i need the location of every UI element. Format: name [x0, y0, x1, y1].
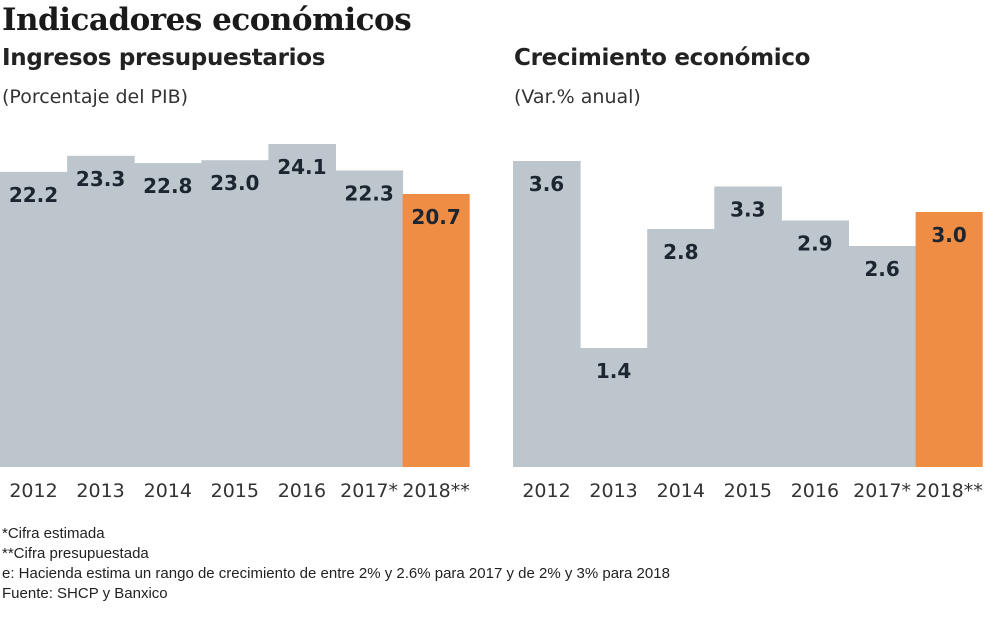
value-label: 1.4: [596, 359, 631, 383]
value-label: 23.0: [210, 171, 259, 195]
value-label: 23.3: [76, 167, 125, 191]
value-label: 20.7: [411, 205, 460, 229]
chart-subtitle-ingresos: (Porcentaje del PIB): [2, 86, 189, 108]
bar-2017: [335, 170, 404, 467]
footnotes: *Cifra estimada **Cifra presupuestada e:…: [2, 524, 670, 604]
x-tick-label: 2018**: [915, 480, 982, 502]
footnote-source: Fuente: SHCP y Banxico: [2, 585, 168, 602]
value-label: 2.6: [864, 257, 899, 281]
bar-2012: [0, 171, 68, 467]
x-tick-label: 2014: [657, 480, 705, 502]
bar-2014: [647, 229, 715, 467]
bar-2016: [268, 144, 336, 467]
footnote-estimated: *Cifra estimada: [2, 525, 105, 542]
bar-2013: [67, 155, 135, 468]
value-label: 22.2: [9, 183, 58, 207]
chart-title-crecimiento: Crecimiento económico: [514, 45, 811, 71]
value-label: 3.0: [931, 223, 966, 247]
x-tick-label: 2012: [522, 480, 570, 502]
x-tick-label: 2015: [724, 480, 772, 502]
bar-2017: [848, 246, 917, 467]
footnote-range: e: Hacienda estima un rango de crecimien…: [2, 565, 670, 582]
value-label: 2.8: [663, 240, 698, 264]
chart-title-ingresos: Ingresos presupuestarios: [2, 45, 326, 71]
ingresos-bar-chart: 22.2 2012 23.3 2013 22.8 2014 23.0 2015 24.1 2016…: [0, 144, 470, 502]
bar-2018: [915, 212, 983, 467]
value-label: 22.8: [143, 174, 192, 198]
bar-2013: [580, 348, 648, 467]
crecimiento-bar-chart: 3.6 2012 1.4 2013 2.8 2014 3.3 2015 2.9 2016 2.6 20…: [513, 161, 983, 502]
x-tick-label: 2017*: [853, 480, 911, 502]
x-tick-label: 2014: [144, 480, 192, 502]
value-label: 3.3: [730, 198, 765, 222]
value-label: 2.9: [797, 232, 832, 256]
x-tick-label: 2013: [76, 480, 124, 502]
footnote-budgeted: **Cifra presupuestada: [2, 545, 149, 562]
bar-2018: [402, 194, 470, 467]
bar-2015: [714, 186, 782, 467]
x-tick-label: 2012: [9, 480, 57, 502]
bar-2016: [781, 220, 849, 467]
bar-2012: [513, 161, 581, 467]
x-tick-label: 2015: [211, 480, 259, 502]
value-label: 3.6: [529, 172, 564, 196]
bar-2015: [201, 160, 269, 467]
x-tick-label: 2018**: [402, 480, 469, 502]
chart-subtitle-crecimiento: (Var.% anual): [514, 86, 641, 108]
x-tick-label: 2017*: [340, 480, 398, 502]
bar-2014: [134, 163, 202, 467]
x-tick-label: 2016: [278, 480, 326, 502]
x-tick-label: 2016: [791, 480, 839, 502]
value-label: 22.3: [344, 182, 393, 206]
value-label: 24.1: [277, 155, 326, 179]
x-tick-label: 2013: [589, 480, 637, 502]
main-title: Indicadores económicos: [2, 2, 412, 38]
